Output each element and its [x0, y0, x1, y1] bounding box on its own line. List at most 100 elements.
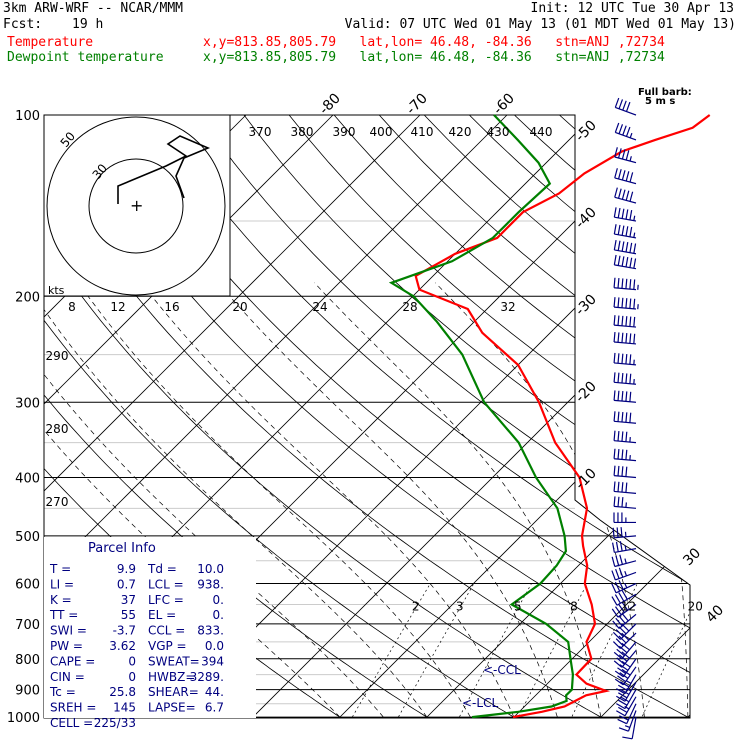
barb-flag [613, 277, 616, 288]
wind-barb [613, 465, 637, 479]
barb-flag [621, 225, 625, 236]
barb-flag [617, 449, 620, 460]
barb-half-flag [624, 705, 630, 710]
wind-barbs [611, 97, 639, 740]
barb-flag [625, 316, 628, 327]
dry-adiabat [695, 115, 740, 730]
isotherm-label: -10 [572, 465, 599, 492]
barb-flag [619, 688, 630, 695]
wind-barb [614, 97, 637, 116]
lcl-label: <-LCL [462, 696, 498, 710]
barb-flag [611, 556, 616, 567]
init-time: Init: 12 UTC Tue 30 Apr 13 [530, 1, 735, 16]
barb-flag [613, 239, 617, 251]
barb-flag [614, 122, 620, 133]
theta-label: 410 [411, 125, 434, 139]
hodograph-scale-label: 28 [402, 300, 417, 314]
barb-flag [617, 465, 620, 476]
barb-flag [625, 226, 629, 237]
barb-flag [614, 606, 622, 616]
moist-adiabat [44, 282, 428, 718]
parcel-info-key: TT = [49, 608, 78, 622]
parcel-info-box [44, 537, 256, 718]
barb-flag [619, 664, 629, 671]
hodograph-scale-label: 12 [110, 300, 125, 314]
theta-label: 370 [249, 125, 272, 139]
barb-staff [627, 710, 637, 732]
full-barb-speed: 5 m s [645, 96, 675, 107]
barb-flag [619, 672, 629, 679]
barb-flag [613, 481, 616, 492]
barb-flag [614, 670, 624, 678]
barb-half-flag [629, 156, 632, 162]
barb-flag [629, 226, 633, 237]
barb-flag [618, 124, 624, 134]
barb-flag [611, 596, 618, 606]
parcel-info-value: 938. [197, 577, 224, 591]
barb-flag [612, 542, 615, 553]
barb-flag [616, 657, 625, 665]
dry-adiabat [469, 115, 690, 718]
barb-flag [633, 279, 636, 290]
wind-barb [613, 390, 637, 403]
barb-flag [621, 373, 624, 384]
parcel-info-title: Parcel Info [88, 541, 156, 556]
barb-flag [625, 412, 628, 423]
barb-flag [621, 149, 626, 160]
header: 3km ARW-WRF -- NCAR/MMM Init: 12 UTC Tue… [0, 0, 740, 70]
barb-staff [614, 535, 637, 539]
mixing-ratio-label: 2 [412, 599, 420, 613]
pressure-tick-label: 800 [15, 653, 40, 668]
theta-label: 380 [291, 125, 314, 139]
barb-flag [629, 333, 632, 344]
moist-adiabat [78, 282, 471, 718]
wind-barb [613, 224, 637, 239]
barb-staff [624, 681, 637, 702]
wind-barb [613, 641, 637, 660]
barb-flag [617, 675, 626, 683]
wind-barb [612, 527, 637, 539]
barb-flag [621, 590, 628, 600]
barb-staff [614, 362, 637, 366]
barb-staff [614, 440, 637, 444]
barb-staff [614, 156, 637, 164]
barb-flag [616, 695, 626, 702]
parcel-info-value: 44. [205, 685, 224, 699]
barb-flag [613, 651, 623, 660]
isotherm-label: -70 [403, 90, 430, 117]
wind-barb [614, 187, 637, 204]
barb-flag [617, 169, 622, 180]
wind-barb [613, 207, 637, 222]
parcel-info-key: HWBZ= [148, 670, 195, 684]
barb-flag [621, 612, 629, 622]
pressure-tick-label: 200 [15, 290, 40, 305]
barb-flag [619, 681, 630, 688]
wind-barb [613, 277, 639, 291]
parcel-info-value: 833. [197, 624, 224, 638]
barb-flag [629, 172, 634, 183]
barb-flag [625, 353, 628, 365]
barb-flag [611, 583, 617, 594]
barb-flag [614, 147, 618, 158]
barb-staff [616, 593, 637, 606]
parcel-info-key: LAPSE= [148, 701, 196, 715]
barb-flag [625, 333, 628, 344]
barb-flag [611, 570, 616, 581]
barb-flag [617, 718, 627, 725]
barb-staff [614, 560, 637, 568]
barb-flag [617, 332, 620, 343]
barb-flag [621, 391, 624, 402]
barb-flag [613, 254, 617, 265]
barb-flag [616, 648, 625, 657]
barb-staff [614, 177, 637, 185]
barb-flag [613, 297, 616, 308]
barb-flag [621, 660, 631, 668]
barb-flag [621, 642, 630, 651]
barb-flag [621, 623, 630, 632]
barb-staff [614, 458, 637, 462]
barb-flag [621, 189, 626, 200]
isotherm-line [413, 115, 690, 718]
temperature-line [414, 114, 711, 719]
barb-flag [629, 242, 633, 253]
barb-flag [614, 168, 618, 179]
